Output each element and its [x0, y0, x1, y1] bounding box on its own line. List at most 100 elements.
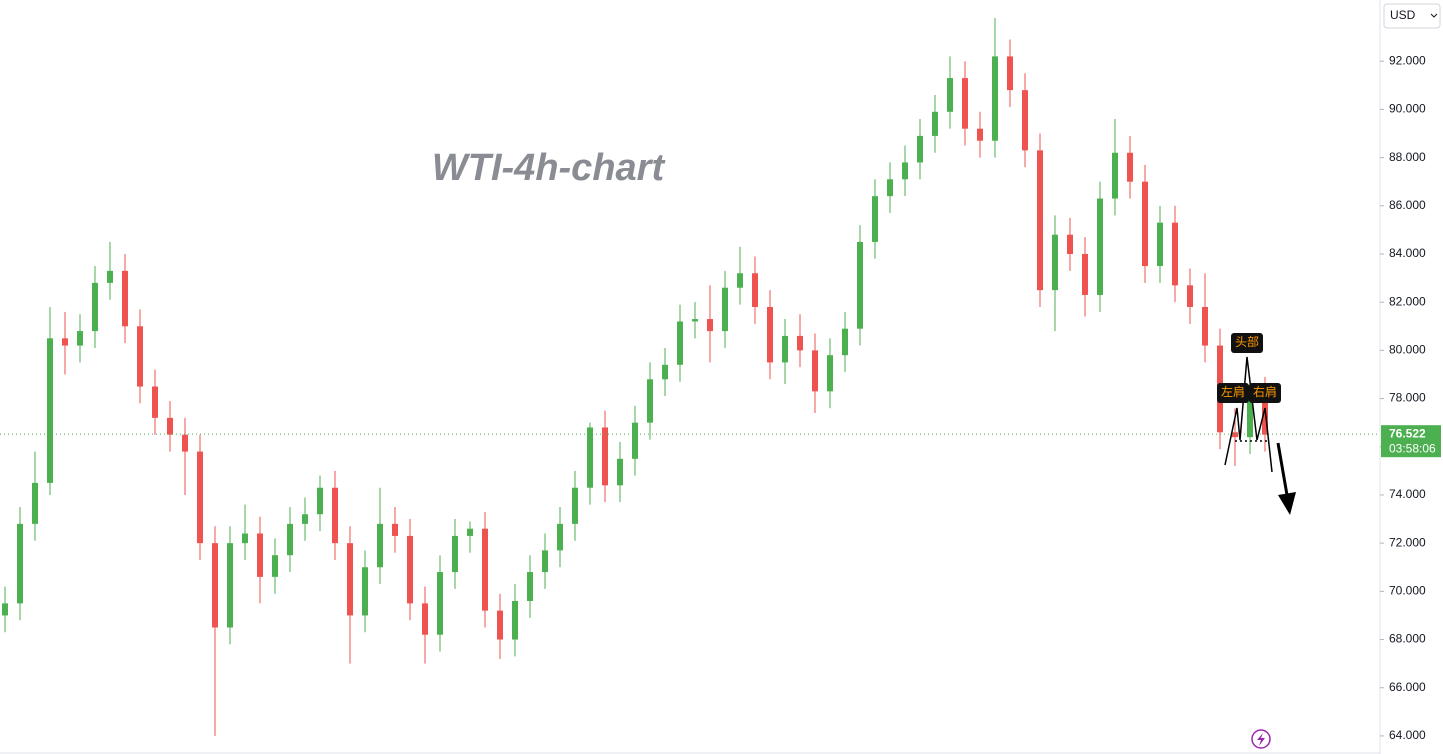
y-tick-label: 72.000 — [1389, 535, 1426, 549]
candle-body — [1202, 306, 1208, 346]
candle-body — [1112, 152, 1118, 199]
candle-body — [302, 514, 308, 524]
annotation: 左肩 — [1221, 384, 1245, 399]
candle-body — [557, 523, 563, 551]
price-badge — [1381, 425, 1441, 458]
price-axis: 64.00066.00068.00070.00072.00074.00076.0… — [1380, 53, 1441, 742]
candle-body — [77, 331, 83, 346]
candle-body — [152, 386, 158, 418]
candle-body — [767, 306, 773, 363]
candle-body — [407, 535, 413, 604]
candle-body — [1022, 90, 1028, 151]
candle-body — [1097, 198, 1103, 295]
candle-body — [692, 319, 698, 322]
candle-body — [17, 523, 23, 604]
candle-body — [1172, 222, 1178, 286]
candle-body — [47, 338, 53, 483]
currency-label: USD — [1390, 8, 1416, 22]
candle-body — [707, 319, 713, 332]
candle-body — [872, 196, 878, 242]
candle-body — [1007, 56, 1013, 91]
candle-body — [467, 528, 473, 536]
candle-body — [482, 528, 488, 611]
y-tick-label: 92.000 — [1389, 53, 1426, 67]
candle-body — [497, 610, 503, 640]
candle-body — [902, 162, 908, 180]
y-tick-label: 66.000 — [1389, 680, 1426, 694]
y-tick-label: 88.000 — [1389, 150, 1426, 164]
candle-body — [1157, 222, 1163, 267]
candle-body — [1127, 152, 1133, 182]
price-label: 76.522 — [1389, 426, 1426, 440]
candle-body — [572, 487, 578, 524]
countdown: 03:58:06 — [1389, 441, 1436, 455]
candle-body — [422, 603, 428, 635]
candle-body — [827, 355, 833, 392]
arrow — [1276, 442, 1289, 496]
candle-body — [452, 535, 458, 573]
candle-body — [1142, 181, 1148, 267]
annotation-box — [1231, 333, 1263, 353]
candle-body — [512, 600, 518, 640]
plot-area — [0, 17, 1380, 736]
y-tick-label: 82.000 — [1389, 294, 1426, 308]
candle-body — [722, 287, 728, 332]
candle-body — [122, 270, 128, 327]
candle-body — [752, 273, 758, 307]
candle-body — [632, 422, 638, 459]
candle-body — [677, 321, 683, 365]
candle-body — [647, 379, 653, 423]
candle-body — [392, 523, 398, 536]
candle-body — [332, 487, 338, 544]
candle-body — [992, 56, 998, 141]
icon[interactable] — [1251, 729, 1271, 749]
arrow-head — [1278, 492, 1296, 515]
y-tick-label: 86.000 — [1389, 198, 1426, 212]
candle-body — [1187, 285, 1193, 307]
candle-body — [197, 451, 203, 544]
candle-body — [347, 543, 353, 616]
candle-body — [812, 350, 818, 392]
candle-body — [242, 533, 248, 544]
candle-body — [182, 434, 188, 452]
y-tick-label: 84.000 — [1389, 246, 1426, 260]
y-tick-label: 68.000 — [1389, 632, 1426, 646]
candle-body — [227, 543, 233, 628]
annotation-box — [1217, 383, 1249, 403]
y-tick-label: 78.000 — [1389, 391, 1426, 405]
candle-body — [1247, 393, 1253, 438]
candle-body — [932, 111, 938, 136]
candle-body — [1052, 234, 1058, 291]
candle-body — [1082, 253, 1088, 295]
candle-body — [617, 458, 623, 486]
candle-body — [842, 328, 848, 356]
chevron — [1430, 13, 1438, 18]
candle-body — [212, 543, 218, 628]
icon-bolt — [1257, 733, 1265, 746]
candle-body — [437, 572, 443, 635]
candle-body — [962, 78, 968, 129]
candle-body — [602, 427, 608, 486]
candle-body — [377, 523, 383, 568]
candle-body — [662, 364, 668, 380]
candle-body — [317, 487, 323, 515]
candle-body — [977, 128, 983, 141]
candle-body — [107, 270, 113, 283]
candle-body — [1232, 432, 1238, 438]
y-tick-label: 64.000 — [1389, 728, 1426, 742]
candle-body — [527, 572, 533, 601]
y-tick-label: 74.000 — [1389, 487, 1426, 501]
candle-body — [542, 550, 548, 573]
candle-body — [1067, 234, 1073, 254]
candle-body — [167, 417, 173, 435]
candle-body — [737, 273, 743, 288]
y-tick-label: 70.000 — [1389, 584, 1426, 598]
currency-dropdown[interactable] — [1383, 3, 1441, 29]
candle-body — [362, 567, 368, 616]
candle-body — [587, 427, 593, 488]
candle-body — [797, 335, 803, 351]
chart-title: WTI-4h-chart — [432, 147, 666, 189]
candle-body — [32, 482, 38, 524]
